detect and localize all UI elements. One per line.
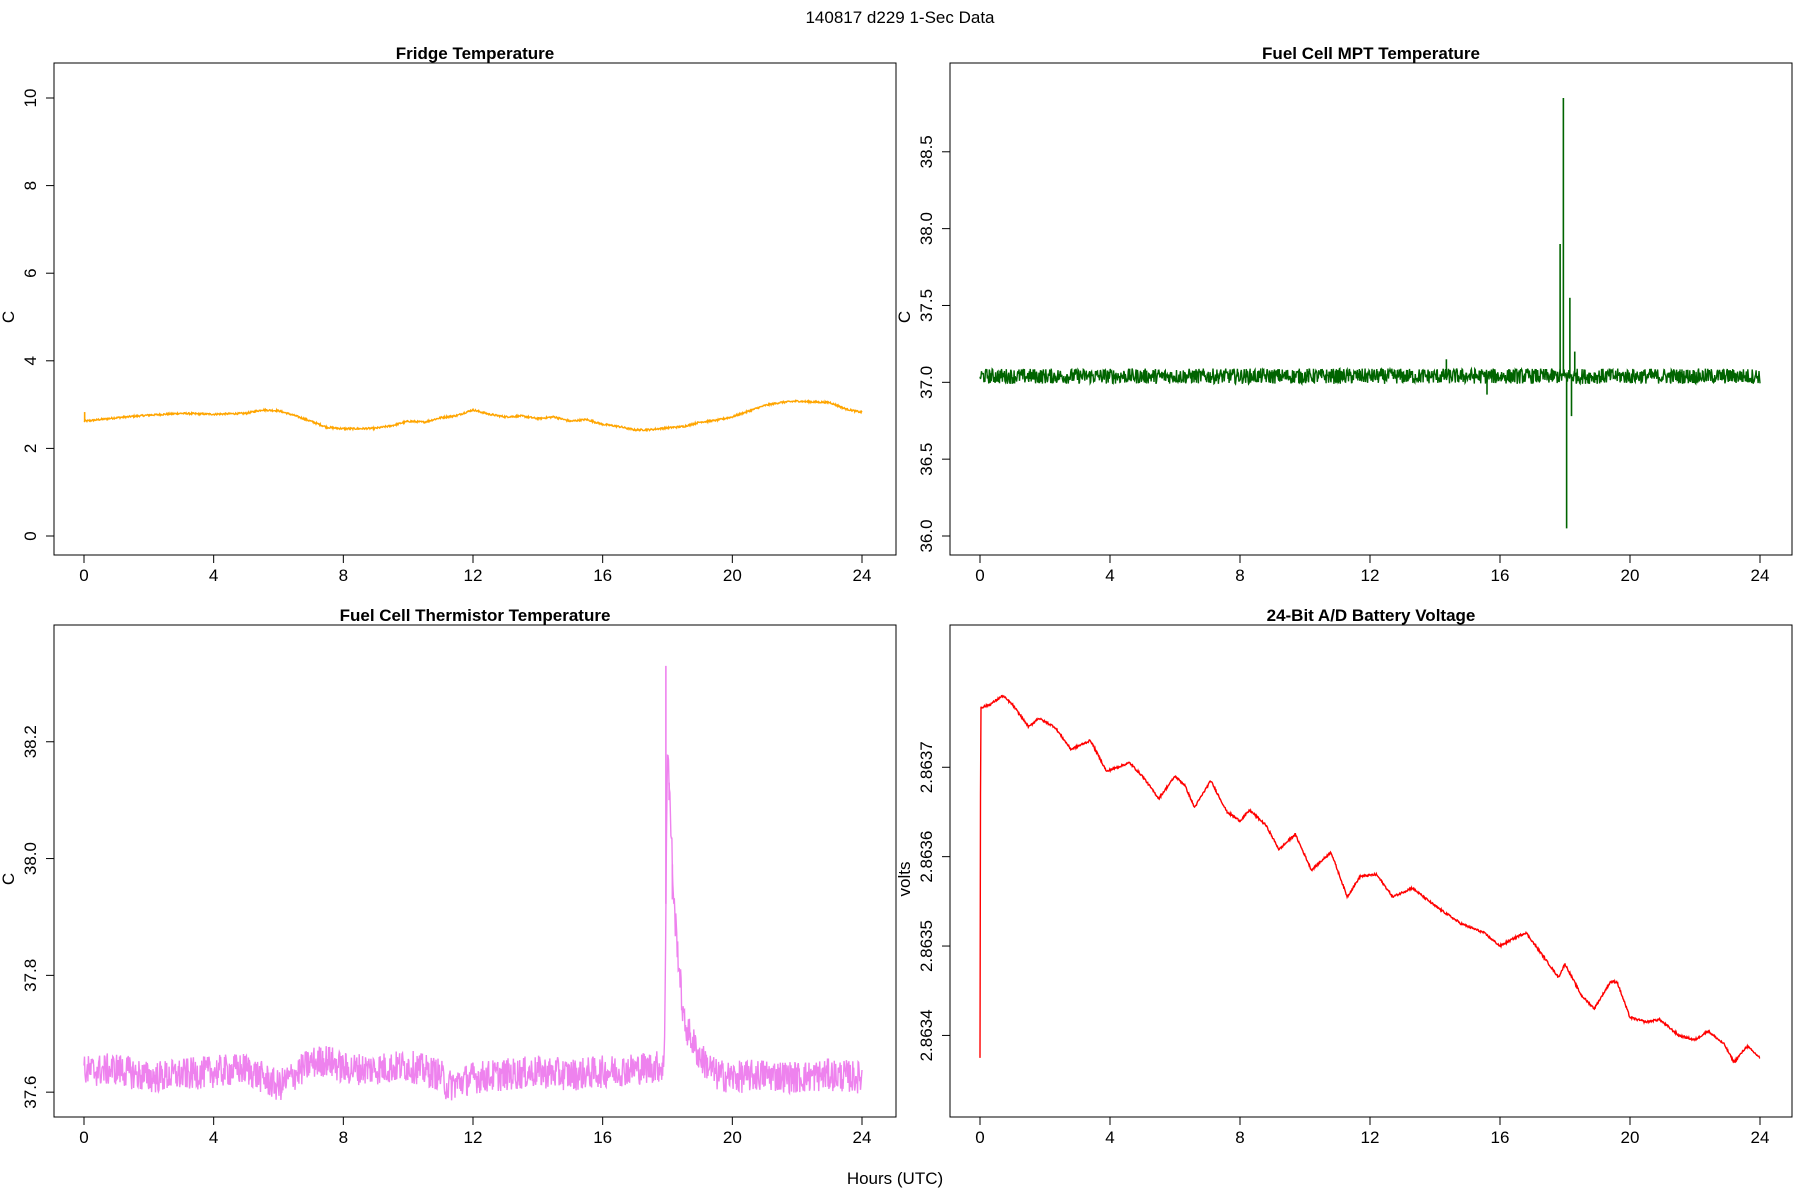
x-tick-label: 20 <box>723 566 742 585</box>
y-axis-label: C <box>0 873 18 885</box>
y-axis: 0 2 4 6 8 10 <box>21 89 55 541</box>
y-tick-label: 38.2 <box>21 725 40 758</box>
panel-3: Fuel Cell Thermistor Temperature 0 4 8 12 16 2… <box>0 606 897 1147</box>
panel-title: Fridge Temperature <box>396 44 554 63</box>
x-tick-label: 20 <box>1621 1128 1640 1147</box>
x-tick-label: 8 <box>1235 566 1244 585</box>
series-line <box>83 754 863 1101</box>
x-tick-label: 24 <box>1751 1128 1770 1147</box>
panel-title: 24-Bit A/D Battery Voltage <box>1267 606 1476 625</box>
main-title: 140817 d229 1-Sec Data <box>805 8 995 27</box>
x-tick-label: 20 <box>723 1128 742 1147</box>
x-tick-label: 24 <box>853 1128 872 1147</box>
series-line <box>83 398 863 433</box>
common-x-axis-label: Hours (UTC) <box>847 1169 943 1188</box>
series-fuel-cell-mpt-temperature <box>979 98 1761 529</box>
x-axis: 0 4 8 12 16 20 24 <box>975 554 1770 585</box>
x-tick-label: 4 <box>1105 1128 1114 1147</box>
x-tick-label: 16 <box>593 1128 612 1147</box>
x-tick-label: 16 <box>1491 1128 1510 1147</box>
x-tick-label: 4 <box>209 566 218 585</box>
x-tick-label: 12 <box>464 1128 483 1147</box>
y-tick-label: 38.0 <box>21 842 40 875</box>
x-tick-label: 16 <box>593 566 612 585</box>
y-tick-label: 37.8 <box>21 959 40 992</box>
y-axis-label: volts <box>895 862 914 897</box>
y-tick-label: 36.0 <box>917 519 936 552</box>
x-tick-label: 8 <box>339 566 348 585</box>
x-tick-label: 8 <box>1235 1128 1244 1147</box>
y-tick-label: 37.0 <box>917 366 936 399</box>
y-tick-label: 8 <box>21 181 40 190</box>
panel-title: Fuel Cell Thermistor Temperature <box>340 606 611 625</box>
series-line <box>979 694 1761 1064</box>
x-tick-label: 0 <box>79 566 88 585</box>
x-tick-label: 24 <box>1751 566 1770 585</box>
y-tick-label: 4 <box>21 356 40 365</box>
x-axis: 0 4 8 12 16 20 24 <box>79 554 872 585</box>
y-tick-label: 37.5 <box>917 289 936 322</box>
x-axis: 0 4 8 12 16 20 24 <box>79 1116 872 1147</box>
plot-frame <box>949 62 1793 556</box>
y-tick-label: 2 <box>21 444 40 453</box>
x-tick-label: 0 <box>975 566 984 585</box>
y-tick-label: 2.8637 <box>917 741 936 793</box>
panel-4: 24-Bit A/D Battery Voltage 0 4 8 12 16 20 24 2.8… <box>895 606 1793 1147</box>
x-tick-label: 24 <box>853 566 872 585</box>
series-fridge-temperature <box>83 398 863 433</box>
y-axis: 2.8634 2.8635 2.8636 2.8637 <box>917 741 951 1061</box>
series-line <box>979 366 1761 387</box>
x-tick-label: 12 <box>464 566 483 585</box>
x-tick-label: 20 <box>1621 566 1640 585</box>
y-tick-label: 37.6 <box>21 1076 40 1109</box>
x-tick-label: 4 <box>209 1128 218 1147</box>
y-tick-label: 38.5 <box>917 135 936 168</box>
plot-frame <box>53 62 897 556</box>
y-axis: 36.0 36.5 37.0 37.5 38.0 38.5 <box>917 135 951 553</box>
x-tick-label: 16 <box>1491 566 1510 585</box>
x-tick-label: 0 <box>975 1128 984 1147</box>
y-tick-label: 2.8635 <box>917 920 936 972</box>
series-fuel-cell-thermistor-temperature <box>83 665 863 1101</box>
y-axis: 37.6 37.8 38.0 38.2 <box>21 725 55 1109</box>
y-tick-label: 10 <box>21 89 40 108</box>
x-axis: 0 4 8 12 16 20 24 <box>975 1116 1770 1147</box>
x-tick-label: 0 <box>79 1128 88 1147</box>
y-axis-label: C <box>895 311 914 323</box>
y-tick-label: 36.5 <box>917 443 936 476</box>
panel-2: Fuel Cell MPT Temperature 0 4 8 12 16 20 24 36.0… <box>895 44 1793 585</box>
plot-frame <box>949 624 1793 1118</box>
x-tick-label: 12 <box>1361 1128 1380 1147</box>
y-tick-label: 38.0 <box>917 212 936 245</box>
panel-title: Fuel Cell MPT Temperature <box>1262 44 1480 63</box>
y-axis-label: C <box>0 311 18 323</box>
x-tick-label: 12 <box>1361 566 1380 585</box>
series-24-bit-a-d-battery-voltage <box>979 694 1761 1064</box>
plot-frame <box>53 624 897 1118</box>
y-tick-label: 2.8636 <box>917 831 936 883</box>
y-tick-label: 2.8634 <box>917 1009 936 1061</box>
y-tick-label: 0 <box>21 531 40 540</box>
x-tick-label: 4 <box>1105 566 1114 585</box>
x-tick-label: 8 <box>339 1128 348 1147</box>
y-tick-label: 6 <box>21 268 40 277</box>
